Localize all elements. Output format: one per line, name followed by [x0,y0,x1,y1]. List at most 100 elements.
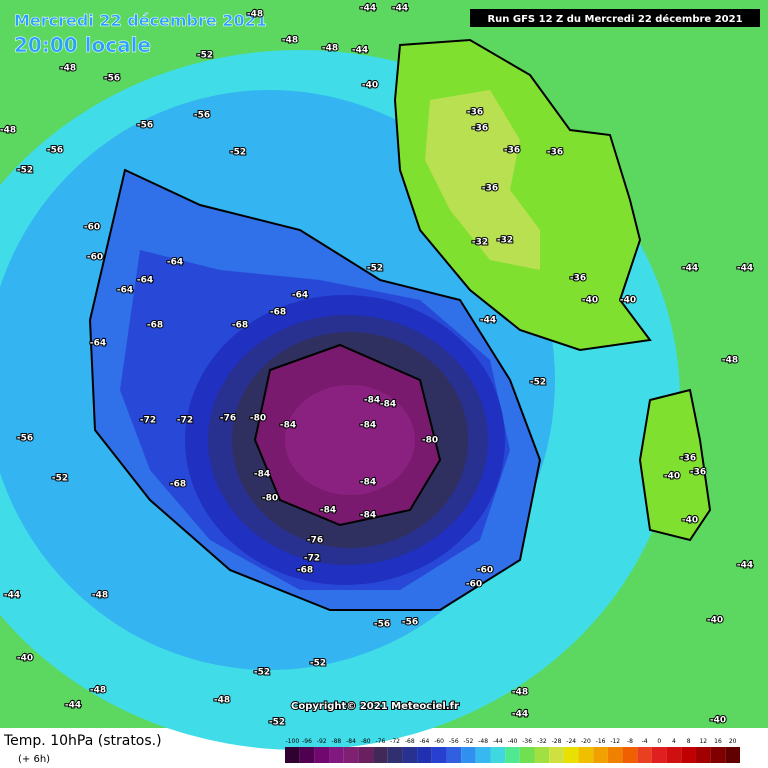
contour-label: -40 [362,81,378,91]
legend-value: -56 [449,738,459,745]
contour-label: -84 [380,400,396,410]
contour-label: -52 [230,148,246,158]
contour-label: -52 [310,659,326,669]
legend-swatch [519,747,535,763]
contour-label: -48 [512,688,528,698]
legend-swatch [329,747,344,763]
legend-swatch [534,747,550,763]
contour-label: -44 [512,710,528,720]
contour-label: -48 [722,356,738,366]
contour-label: -36 [570,274,586,284]
contour-label: -44 [360,4,376,14]
contour-labels: -48 -44 -44 -48 -48 -44 -40 -48 -56 -52 -56 -56 -56 -… [0,3,754,729]
date: Mercredi 22 décembre 2021 [14,11,267,30]
contour-label: -76 [220,414,236,424]
footer-offset: (+ 6h) [18,754,50,765]
contour-label: -68 [270,308,286,318]
legend-swatch [622,747,638,763]
contour-label: -84 [364,396,380,406]
legend-value: -16 [596,738,606,745]
color-legend: -100 -96 -92 -88 -84 -80 -76 -72 -68 -64 -60 -56 -52… [285,738,740,763]
contour-label: -68 [297,566,313,576]
legend-swatch [314,747,330,763]
contour-label: -36 [504,146,520,156]
legend-swatch [285,747,300,763]
legend-swatch [299,747,315,763]
legend-value: -52 [464,738,474,745]
legend-value: -80 [361,738,371,745]
legend-swatch [461,747,476,763]
legend-value: -44 [493,738,503,745]
legend-swatch [563,747,579,763]
contour-label: -44 [480,316,496,326]
contour-label: -48 [214,696,230,706]
contour-label: -52 [52,474,68,484]
legend-value: -8 [627,738,633,745]
contour-label: -32 [497,236,513,246]
contour-label: -84 [320,506,336,516]
legend-value: -12 [610,738,620,745]
contour-label: -40 [707,616,723,626]
contour-label: -44 [4,591,20,601]
legend-value: -96 [302,738,312,745]
run-box [470,9,760,27]
contour-label: -60 [84,223,100,233]
legend-value: -60 [434,738,444,745]
contour-label: -40 [582,296,598,306]
contour-label: -40 [664,472,680,482]
copyright: Copyright© 2021 Meteociel.fr [291,701,459,712]
contour-label: -52 [269,718,285,728]
legend-swatch [431,747,447,763]
legend-swatch [358,747,374,763]
contour-label: -44 [737,561,753,571]
contour-label: -80 [250,414,266,424]
contour-label: -84 [360,478,376,488]
legend-value: 4 [672,738,676,745]
run-info: Run GFS 12 Z du Mercredi 22 décembre 202… [487,13,742,25]
contour-label: -60 [87,253,103,263]
legend-swatch [475,747,491,763]
contour-label: -52 [530,378,546,388]
contour-label: -84 [360,421,376,431]
contour-label: -52 [197,51,213,61]
legend-value: -68 [405,738,415,745]
legend-value: -88 [331,738,341,745]
contour-label: -52 [17,166,33,176]
contour-label: -80 [422,436,438,446]
contour-label: -72 [177,416,193,426]
legend-value: -32 [537,738,547,745]
contour-label: -64 [167,258,183,268]
contour-label: -48 [282,36,298,46]
contour-label: -36 [547,148,563,158]
legend-swatch [505,747,520,763]
contour-label: -68 [232,321,248,331]
legend-swatch [446,747,462,763]
contour-label: -44 [65,701,81,711]
legend-swatch [549,747,564,763]
legend-value: 20 [729,738,737,745]
contour-label: -44 [392,4,408,14]
legend-value: -4 [642,738,648,745]
contour-label: -56 [137,121,153,131]
contour-label: -64 [137,276,153,286]
legend-swatch [695,747,711,763]
contour-label: -40 [620,296,636,306]
contour-label: -36 [690,468,706,478]
contour-label: -48 [322,44,338,54]
contour-label: -68 [147,321,163,331]
legend-swatch [710,747,726,763]
contour-label: -76 [307,536,323,546]
contour-label: -48 [92,591,108,601]
legend-value: -84 [346,738,356,745]
contour-label: -40 [17,654,33,664]
contour-label: -44 [352,46,368,56]
contour-label: -84 [254,470,270,480]
contour-label: -64 [292,291,308,301]
legend-value: -48 [478,738,488,745]
legend-swatch [725,747,740,763]
legend-swatch [402,747,418,763]
contour-label: -44 [737,264,753,274]
legend-swatch [666,747,682,763]
legend-swatch [681,747,696,763]
legend-swatch [490,747,506,763]
